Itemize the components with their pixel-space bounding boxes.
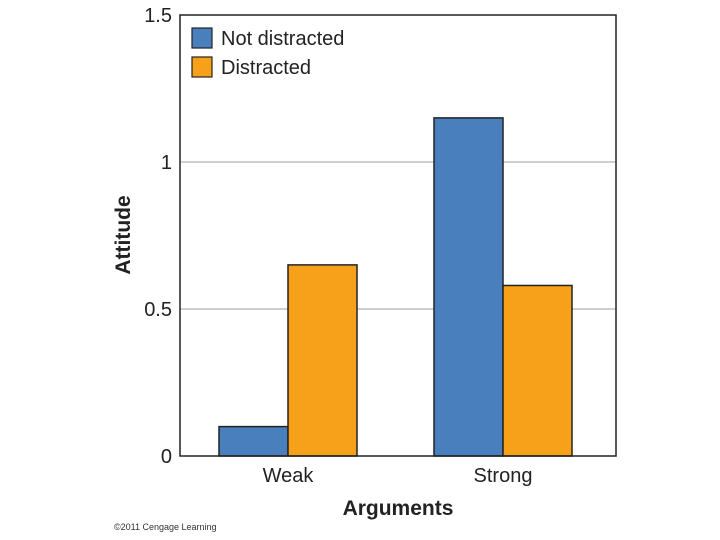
y-tick-label: 0.5: [144, 299, 172, 321]
y-ticks: 0 0.5 1 1.5: [144, 5, 172, 468]
x-axis-title: Arguments: [343, 497, 454, 520]
legend-swatch: [191, 56, 213, 78]
bar-weak-distracted: [287, 264, 358, 457]
bars: [218, 117, 573, 457]
y-tick-label: 1.5: [144, 5, 172, 27]
y-tick-label: 0: [161, 446, 172, 468]
x-tick-label: Weak: [263, 465, 315, 487]
legend-label: Not distracted: [221, 28, 344, 50]
x-ticks: Weak Strong: [263, 465, 533, 487]
legend: Not distracted Distracted: [191, 27, 344, 79]
y-tick-label: 1: [161, 152, 172, 174]
bar-strong-not-distracted: [433, 117, 504, 457]
y-axis-title: Attitude: [112, 195, 135, 274]
plot-frame: [179, 14, 617, 457]
bar-strong-distracted: [502, 284, 573, 457]
copyright-notice: ©2011 Cengage Learning: [114, 522, 217, 532]
x-tick-label: Strong: [474, 465, 533, 487]
legend-swatch: [191, 27, 213, 49]
legend-label: Distracted: [221, 57, 311, 79]
bar-weak-not-distracted: [218, 425, 289, 457]
